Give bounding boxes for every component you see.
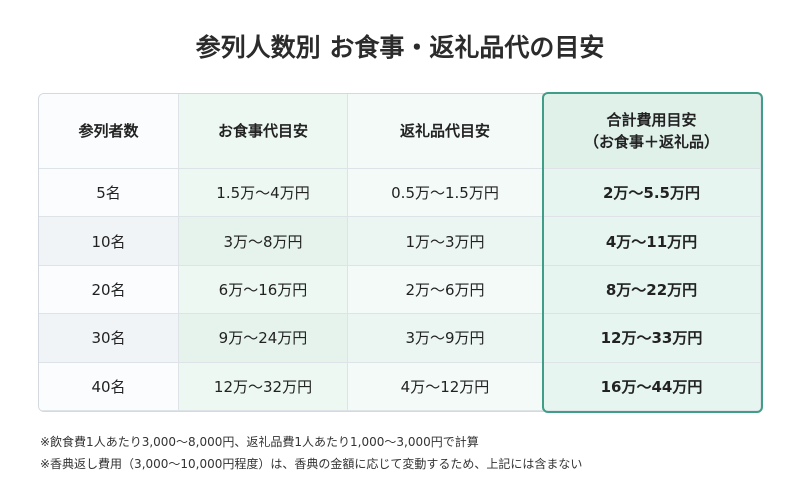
table-cell: 0.5万〜1.5万円: [348, 169, 543, 218]
table-cell: 1.5万〜4万円: [179, 169, 348, 218]
table-cell: 2万〜5.5万円: [543, 169, 761, 218]
table-cell: 9万〜24万円: [179, 314, 348, 363]
header-line: 合計費用目安: [606, 111, 697, 129]
table-cell: 3万〜8万円: [179, 217, 348, 266]
table-cell: 3万〜9万円: [348, 314, 543, 363]
header-cell: 合計費用目安 （お食事＋返礼品）: [543, 94, 761, 169]
table-cell: 12万〜33万円: [543, 314, 761, 363]
title: 参列人数別 お食事・返礼品代の目安: [195, 33, 605, 62]
table-cell: 8万〜22万円: [543, 265, 761, 315]
table-cell: 4万〜11万円: [543, 217, 761, 266]
table-cell: 2万〜6万円: [348, 265, 543, 315]
header-cell: お食事代目安: [179, 94, 348, 169]
table-cell: 10名: [39, 217, 179, 266]
header-line: （お食事＋返礼品）: [583, 133, 719, 151]
table-cell: 6万〜16万円: [179, 265, 348, 315]
table-cell: 5名: [39, 169, 179, 218]
header-cell: 参列者数: [39, 94, 179, 169]
table-cell: 16万〜44万円: [543, 362, 761, 411]
table-cell: 40名: [39, 362, 179, 411]
note: ※香典返し費用（3,000〜10,000円程度）は、香典の金額に応じて変動するた…: [40, 457, 583, 471]
table-cell: 1万〜3万円: [348, 217, 543, 266]
table-cell: 12万〜32万円: [179, 362, 348, 411]
table: 参列者数 お食事代目安 返礼品代目安 合計費用目安 （お食事＋返礼品） 5名 1.5万〜4万…: [38, 93, 762, 412]
note: ※飲食費1人あたり3,000〜8,000円、返礼品費1人あたり1,000〜3,0…: [40, 435, 479, 449]
table-cell: 4万〜12万円: [348, 362, 543, 411]
header-cell: 返礼品代目安: [348, 94, 543, 169]
table-cell: 30名: [39, 314, 179, 363]
table-cell: 20名: [39, 265, 179, 315]
